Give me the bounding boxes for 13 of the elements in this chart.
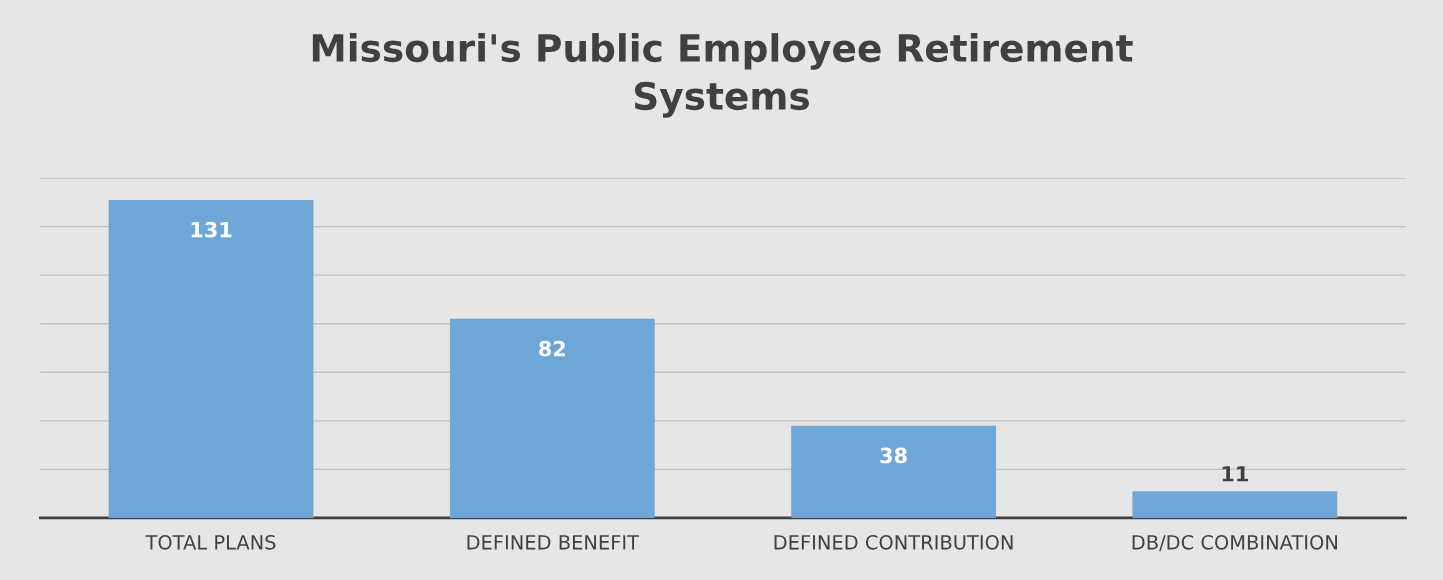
bar — [108, 199, 314, 518]
x-tick-label: DEFINED BENEFIT — [467, 535, 640, 550]
x-tick-label: DB/DC COMBINATION — [1132, 534, 1337, 552]
bar — [791, 425, 996, 518]
data-label: 11 — [1222, 466, 1248, 482]
chart-title: Missouri's Public Employee Retirement Systems — [312, 33, 1133, 118]
x-tick-label: TOTAL PLANS — [145, 534, 276, 550]
x-tick-label: DEFINED CONTRIBUTION — [774, 534, 1013, 550]
bar — [449, 318, 655, 518]
data-label: 82 — [539, 340, 565, 357]
data-label: 131 — [191, 221, 232, 238]
bar — [1132, 491, 1338, 518]
data-label: 38 — [880, 447, 907, 464]
